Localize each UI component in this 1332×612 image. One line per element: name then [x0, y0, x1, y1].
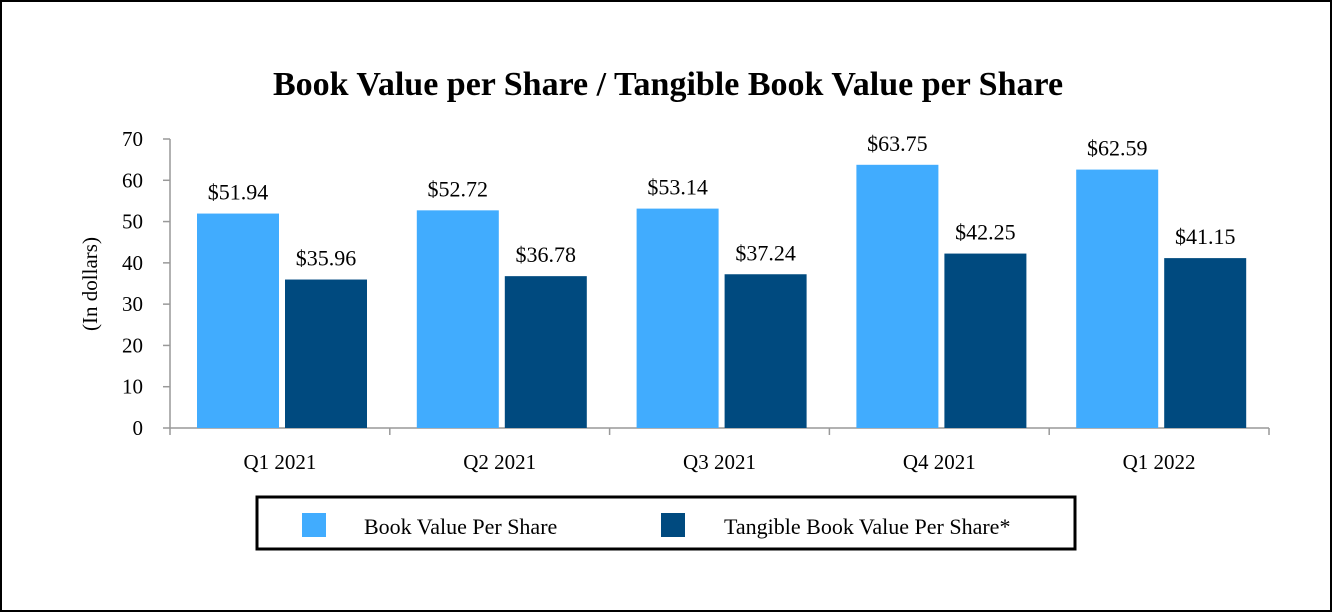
- y-tick-label: 70: [122, 127, 143, 151]
- x-tick-label: Q2 2021: [463, 450, 536, 474]
- bar-tangible-book-value: [504, 276, 587, 428]
- data-label: $37.24: [735, 240, 796, 265]
- y-tick-label: 30: [122, 292, 143, 316]
- legend-label-book-value: Book Value Per Share: [364, 514, 557, 539]
- x-tick-label: Q4 2021: [903, 450, 976, 474]
- data-label: $62.59: [1087, 136, 1148, 161]
- y-tick-label: 20: [122, 333, 143, 357]
- bars: $51.94 $52.72 $53.14 $63.75 $62.59 $35.96 $36.…: [197, 131, 1247, 428]
- data-label: $51.94: [208, 180, 269, 205]
- legend-box: [255, 495, 1077, 551]
- legend-label-tangible-book-value: Tangible Book Value Per Share*: [724, 514, 1010, 539]
- chart-title: Book Value per Share / Tangible Book Val…: [273, 66, 1063, 103]
- y-tick-label: 10: [122, 375, 143, 399]
- y-axis-label: (In dollars): [78, 237, 102, 331]
- data-label: $53.14: [647, 175, 708, 200]
- legend-swatch-book-value: [302, 513, 326, 537]
- bar-book-value: [856, 164, 939, 428]
- data-label: $36.78: [516, 242, 577, 267]
- x-tick-label: Q1 2021: [243, 450, 316, 474]
- data-label: $42.25: [955, 220, 1016, 245]
- x-tick-label: Q1 2022: [1123, 450, 1196, 474]
- data-label: $63.75: [867, 131, 928, 156]
- y-tick-label: 0: [133, 416, 144, 440]
- data-label: $41.15: [1175, 224, 1236, 249]
- bar-tangible-book-value: [285, 279, 367, 428]
- bar-tangible-book-value: [1164, 258, 1247, 428]
- data-label: $35.96: [296, 246, 357, 271]
- bar-tangible-book-value: [944, 253, 1027, 428]
- bar-book-value: [416, 210, 499, 428]
- data-label: $52.72: [428, 176, 489, 201]
- x-tick-label: Q3 2021: [683, 450, 756, 474]
- y-tick-label: 50: [122, 210, 143, 234]
- y-tick-label: 40: [122, 251, 143, 275]
- bar-tangible-book-value: [724, 274, 807, 428]
- y-tick-label: 60: [122, 168, 143, 192]
- bar-book-value: [636, 208, 719, 428]
- legend: Book Value Per Share Tangible Book Value…: [255, 495, 1077, 551]
- bar-book-value: [197, 213, 279, 428]
- bar-book-value: [1076, 169, 1159, 428]
- legend-swatch-tangible-book-value: [661, 513, 685, 537]
